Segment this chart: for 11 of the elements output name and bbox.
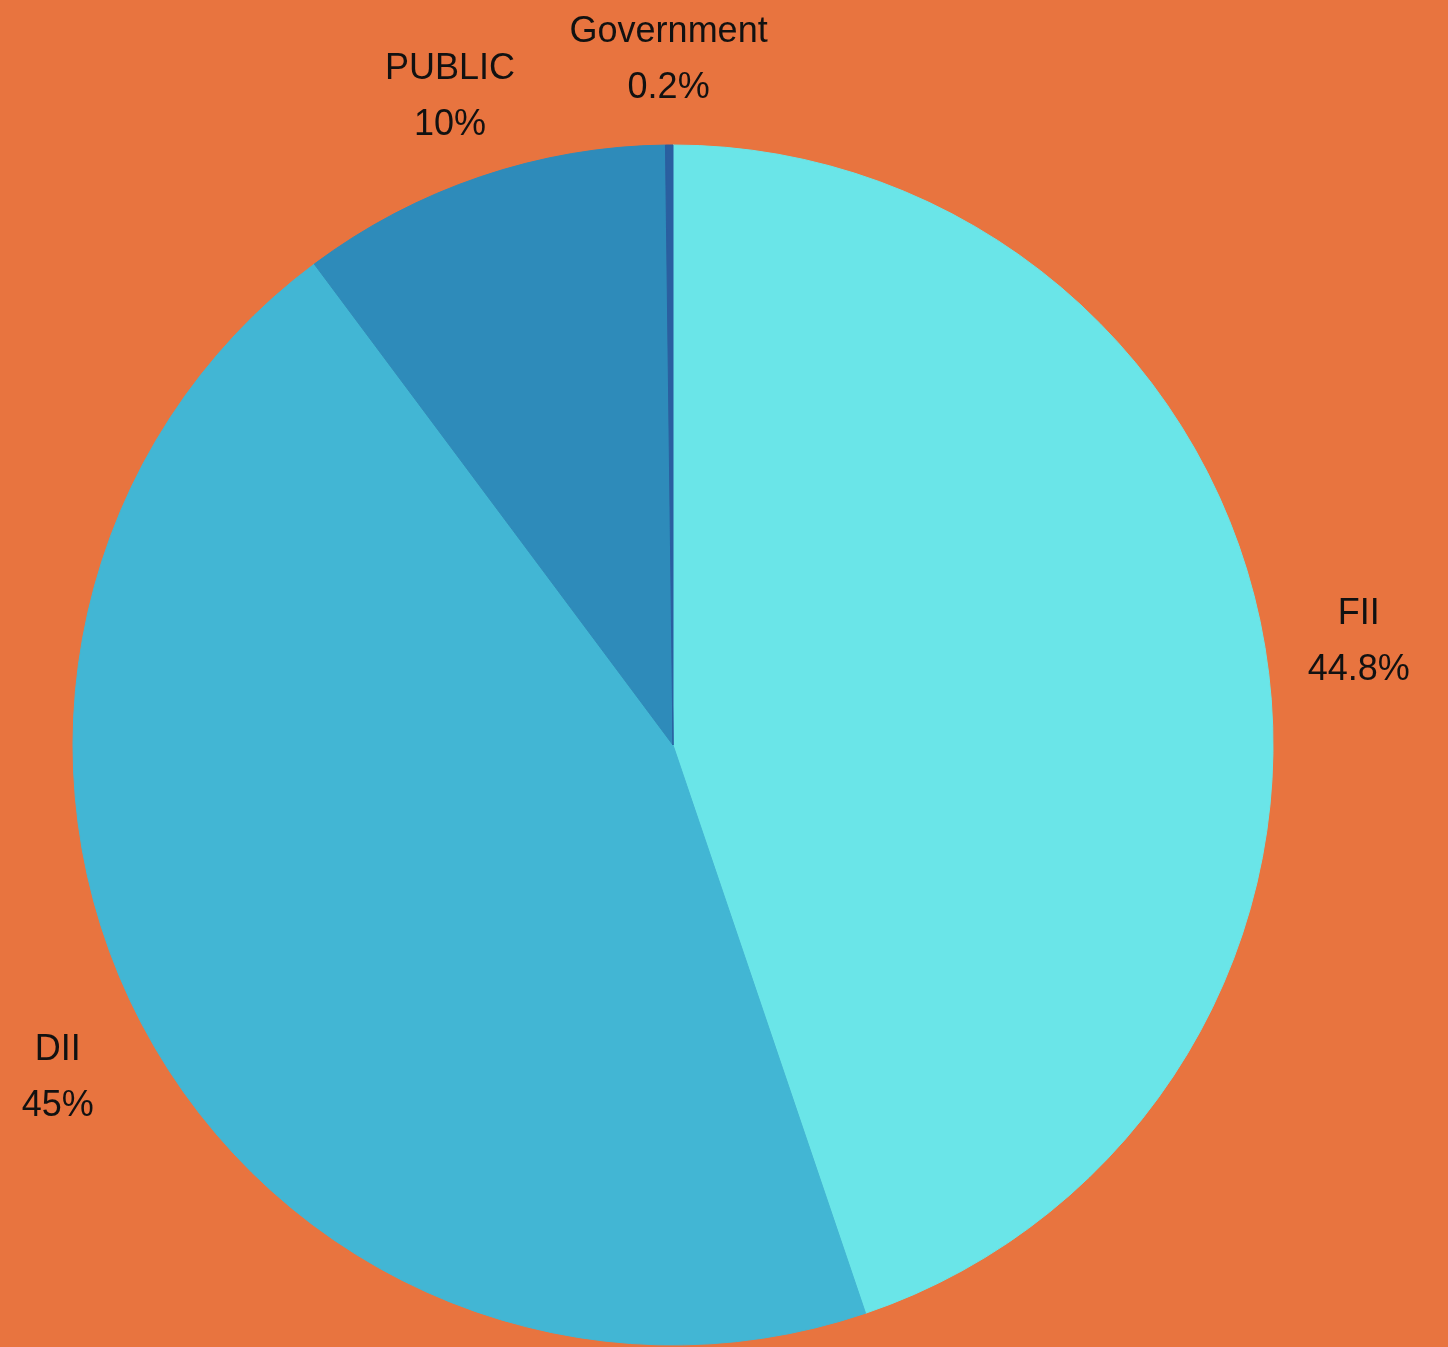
pie-slice xyxy=(672,144,1274,1314)
slice-label: FII xyxy=(1337,590,1380,632)
data-label: 0.2% xyxy=(627,65,710,107)
pie-slice xyxy=(664,144,674,746)
data-label: 44.8% xyxy=(1307,646,1410,688)
data-label: 10% xyxy=(413,101,486,143)
data-label: 45% xyxy=(21,1083,94,1125)
slice-label: PUBLIC xyxy=(384,45,515,87)
pie-slice xyxy=(313,144,674,746)
slice-label: Government xyxy=(569,9,768,51)
slice-label: DII xyxy=(34,1027,81,1069)
